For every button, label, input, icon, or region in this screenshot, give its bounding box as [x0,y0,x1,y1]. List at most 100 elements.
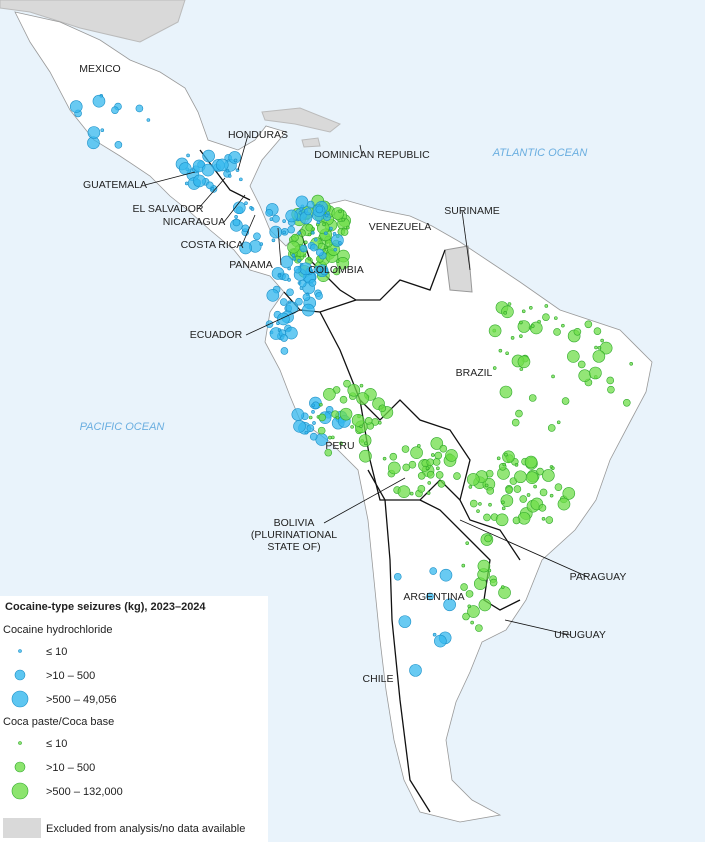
seizure-dot [443,598,456,612]
seizure-dot [499,385,513,399]
legend-excluded: Excluded from analysis/no data available [46,823,245,835]
seizure-dot [319,402,323,407]
seizure-dot [513,485,522,493]
seizure-dot [232,218,241,227]
seizure-dot [502,462,507,467]
seizure-dot [542,469,555,482]
leader-line [323,477,406,524]
seizure-dot [324,448,333,457]
seizure-dot [253,232,261,241]
seizure-dot [597,346,602,350]
seizure-dot [525,471,539,485]
seizure-dot [577,360,586,369]
legend-symbol [18,741,22,745]
country-label: NICARAGUA [163,216,225,228]
seizure-dot [317,426,326,435]
seizure-dot [483,513,491,522]
seizure-dot [331,234,344,247]
seizure-dot [436,466,440,471]
seizure-dot [339,395,348,404]
seizure-dot [210,186,215,191]
seizure-dot [460,583,468,591]
legend-item: ≤ 10 [46,738,67,750]
seizure-dot [593,327,602,335]
country-label: URUGUAY [554,629,606,641]
seizure-dot [320,267,329,276]
seizure-dot [302,303,315,317]
seizure-dot [228,151,242,164]
seizure-dot [476,509,480,513]
seizure-dot [529,305,533,310]
seizure-dots [69,94,633,677]
leader-line [144,171,196,186]
seizure-dot [178,162,192,175]
seizure-dot [514,463,519,467]
seizure-dot [554,483,563,492]
seizure-dot [315,248,324,257]
seizure-dot [592,350,606,363]
seizure-dot [269,225,283,239]
seizure-dot [393,572,402,581]
country-label: PARAGUAY [570,571,627,583]
country-label: BOLIVIA [274,517,315,529]
seizure-dot [304,240,308,245]
country-label: GUATEMALA [83,179,147,191]
seizure-dot [584,320,593,329]
seizure-dot [338,241,342,245]
seizure-dot [445,449,458,462]
seizure-dot [539,488,548,497]
seizure-dot [431,453,435,457]
legend-item: >10 – 500 [46,762,95,774]
seizure-dot [401,445,410,453]
seizure-dot [594,345,598,350]
seizure-dot [517,355,531,369]
seizure-dot [239,241,252,255]
seizure-dot [410,446,423,459]
seizure-dot [504,452,508,457]
seizure-dot [272,215,280,223]
seizure-dot [351,414,365,427]
seizure-dot [333,247,338,252]
seizure-dot [484,483,489,488]
seizure-dot [417,444,421,448]
seizure-dot [578,369,592,383]
seizure-dot [538,504,547,512]
seizure-dot [409,664,422,677]
seizure-dot [291,233,299,242]
seizure-dot [488,324,502,338]
legend-symbol [11,782,29,800]
leader-line [277,227,282,266]
seizure-dot [502,450,515,464]
seizure-dot [292,257,297,261]
country-label: CHILE [363,673,394,685]
seizure-dot [287,225,296,234]
seizure-dot [425,466,430,471]
seizure-dot [332,232,337,236]
seizure-dot [453,472,461,480]
seizure-dot [554,316,558,320]
seizure-dot [282,219,286,223]
seizure-dot [329,226,333,231]
legend-item: >500 – 132,000 [46,786,123,798]
seizure-dot [339,407,353,421]
seizure-dot [364,417,373,425]
seizure-dot [239,177,243,182]
seizure-dot [622,398,631,407]
leader-line [197,177,226,210]
seizure-dot [111,106,119,114]
seizure-dot [426,592,434,601]
seizure-dot [304,430,309,435]
seizure-dot [114,141,123,149]
country-label: HONDURAS [228,129,288,141]
seizure-dot [466,473,480,486]
seizure-dot [324,213,329,218]
leader-line [241,214,256,246]
leader-line [461,210,471,271]
seizure-dot [343,379,351,388]
seizure-dot [505,486,513,494]
seizure-dot [324,231,328,236]
seizure-dot [434,451,443,460]
seizure-dot [100,128,105,132]
seizure-dot [500,585,505,589]
